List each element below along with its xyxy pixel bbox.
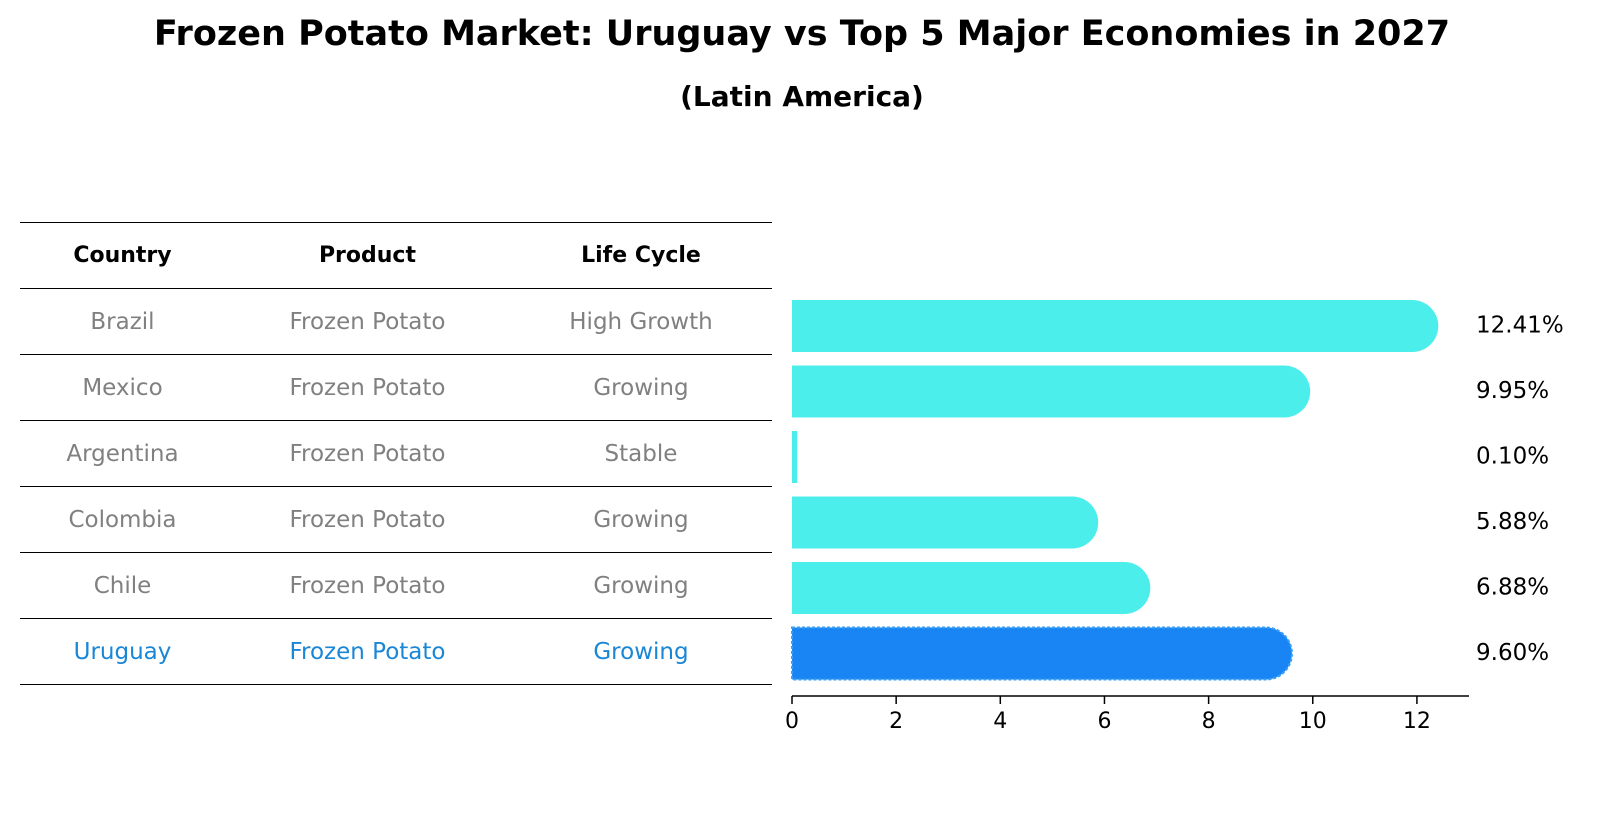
x-tick-label: 6 bbox=[1097, 709, 1111, 734]
cell-product: Frozen Potato bbox=[224, 420, 510, 487]
cell-country: Mexico bbox=[20, 354, 225, 421]
x-tick-label: 4 bbox=[993, 709, 1007, 734]
country-table: Country Product Life Cycle Brazil Frozen… bbox=[20, 222, 772, 685]
x-tick-label: 8 bbox=[1202, 709, 1216, 734]
column-header-product: Product bbox=[224, 222, 510, 289]
bar-value-label: 9.95% bbox=[1476, 378, 1549, 404]
cell-life-cycle: Growing bbox=[509, 618, 772, 685]
cell-country: Brazil bbox=[20, 288, 225, 355]
cell-product: Frozen Potato bbox=[224, 288, 510, 355]
column-header-life-cycle: Life Cycle bbox=[509, 222, 772, 289]
bar bbox=[792, 300, 1439, 352]
cell-country: Colombia bbox=[20, 486, 225, 553]
cell-life-cycle: Growing bbox=[509, 486, 772, 553]
bar-highlight bbox=[791, 626, 1293, 681]
table-row: Argentina Frozen Potato Stable bbox=[20, 420, 772, 487]
chart-title: Frozen Potato Market: Uruguay vs Top 5 M… bbox=[153, 14, 1451, 54]
table-row-highlight: Uruguay Frozen Potato Growing bbox=[20, 618, 772, 685]
cell-life-cycle: Stable bbox=[509, 420, 772, 487]
bar-value-label: 6.88% bbox=[1476, 575, 1549, 601]
x-tick-label: 0 bbox=[785, 709, 799, 734]
x-tick-label: 2 bbox=[889, 709, 903, 734]
cell-product: Frozen Potato bbox=[224, 354, 510, 421]
bar bbox=[792, 496, 1099, 549]
cell-country: Uruguay bbox=[20, 618, 225, 685]
cell-life-cycle: Growing bbox=[509, 552, 772, 619]
table-row: Brazil Frozen Potato High Growth bbox=[20, 288, 772, 355]
cell-life-cycle: Growing bbox=[509, 354, 772, 421]
table-header-row: Country Product Life Cycle bbox=[20, 222, 772, 289]
bar bbox=[792, 562, 1151, 614]
x-tick-label: 10 bbox=[1299, 709, 1327, 734]
table-row: Chile Frozen Potato Growing bbox=[20, 552, 772, 619]
cell-product: Frozen Potato bbox=[224, 486, 510, 553]
cell-country: Chile bbox=[20, 552, 225, 619]
bar-value-label: 9.60% bbox=[1476, 640, 1549, 666]
bar-value-label: 5.88% bbox=[1476, 509, 1549, 535]
cell-product: Frozen Potato bbox=[224, 552, 510, 619]
x-tick-label: 12 bbox=[1403, 709, 1431, 734]
bar-value-label: 0.10% bbox=[1476, 444, 1549, 470]
bar bbox=[792, 431, 798, 483]
cell-life-cycle: High Growth bbox=[509, 288, 772, 355]
table-row: Mexico Frozen Potato Growing bbox=[20, 354, 772, 421]
bar-value-label: 12.41% bbox=[1476, 313, 1564, 339]
chart-subtitle: (Latin America) bbox=[680, 80, 924, 113]
cell-product: Frozen Potato bbox=[224, 618, 510, 685]
cell-country: Argentina bbox=[20, 420, 225, 487]
bar bbox=[792, 365, 1311, 418]
table-row: Colombia Frozen Potato Growing bbox=[20, 486, 772, 553]
column-header-country: Country bbox=[20, 222, 225, 289]
